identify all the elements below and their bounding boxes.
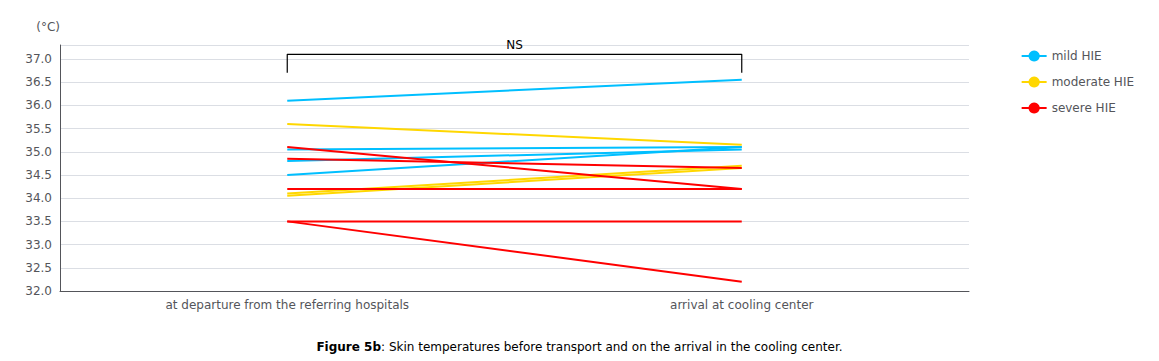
svg-text:34.5: 34.5 (25, 168, 52, 182)
svg-text:33.5: 33.5 (25, 214, 52, 228)
svg-text:at departure from the referrin: at departure from the referring hospital… (165, 298, 409, 312)
svg-text:33.0: 33.0 (25, 238, 52, 252)
svg-text:mild HIE: mild HIE (1052, 49, 1102, 63)
svg-text:moderate HIE: moderate HIE (1052, 75, 1134, 89)
svg-text:(°C): (°C) (36, 20, 60, 34)
svg-text:37.0: 37.0 (25, 52, 52, 66)
svg-text:34.0: 34.0 (25, 191, 52, 205)
svg-text:NS: NS (506, 38, 523, 52)
svg-text:36.0: 36.0 (25, 98, 52, 112)
svg-text:: Skin temperatures before tra: : Skin temperatures before transport and… (381, 340, 843, 354)
svg-text:severe HIE: severe HIE (1052, 101, 1116, 115)
svg-text:Figure 5b: Figure 5b (316, 340, 381, 354)
svg-text:36.5: 36.5 (25, 75, 52, 89)
svg-text:32.0: 32.0 (25, 284, 52, 298)
svg-text:35.0: 35.0 (25, 145, 52, 159)
svg-text:35.5: 35.5 (25, 122, 52, 136)
svg-text:arrival at cooling center: arrival at cooling center (670, 298, 813, 312)
svg-text:32.5: 32.5 (25, 261, 52, 275)
